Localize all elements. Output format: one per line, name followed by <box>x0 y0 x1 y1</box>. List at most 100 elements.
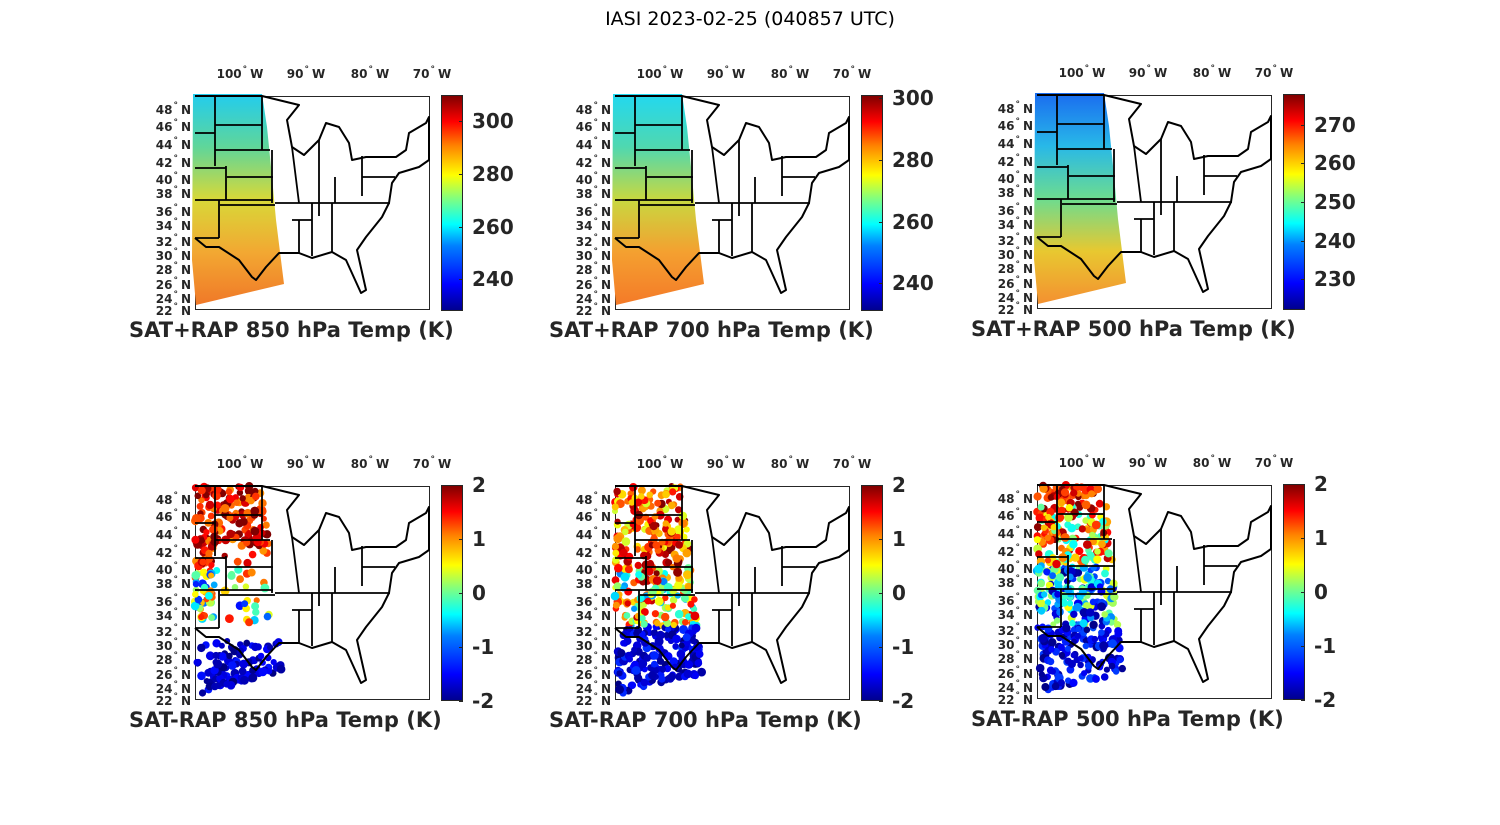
difference-point <box>197 486 206 495</box>
latitude-tick-label: 32° N <box>997 232 1033 248</box>
latitude-tick-label: 44° N <box>997 525 1033 541</box>
difference-point <box>210 581 218 589</box>
coastline-border <box>614 485 850 684</box>
difference-point <box>270 659 277 666</box>
difference-point <box>615 685 624 694</box>
difference-point <box>626 655 633 663</box>
latitude-tick-label: 46° N <box>997 507 1033 523</box>
difference-point <box>1081 500 1091 510</box>
difference-point <box>643 654 651 662</box>
colorbar-tick-label: -2 <box>1314 688 1337 712</box>
longitude-tick-label: 80° W <box>351 455 389 471</box>
difference-point <box>1083 626 1091 634</box>
difference-point <box>640 678 649 687</box>
difference-point <box>651 660 658 668</box>
colorbar-tick-label: 0 <box>472 581 486 605</box>
degree-symbol: ° <box>850 65 855 75</box>
difference-point <box>650 535 658 543</box>
latitude-axis: 48° N 46° N 44° N 42° N 40° N 38° N 36° N 34° N 32° N 30° N… <box>971 95 1033 317</box>
difference-point <box>667 672 676 682</box>
latitude-tick-label: 30° N <box>997 246 1033 262</box>
difference-point <box>659 666 667 673</box>
difference-point <box>203 529 210 536</box>
lon-value: 100 <box>636 67 662 81</box>
difference-point <box>1086 608 1095 617</box>
degree-symbol: ° <box>1146 64 1151 74</box>
difference-point <box>619 548 628 557</box>
latitude-tick-label: 28° N <box>575 651 611 667</box>
difference-point <box>207 512 215 520</box>
difference-point <box>646 491 654 499</box>
difference-point <box>1098 629 1105 636</box>
lon-hemisphere: W <box>1279 66 1294 80</box>
latitude-tick-label: 34° N <box>575 607 611 623</box>
difference-point <box>259 546 268 555</box>
longitude-tick-label: 100° W <box>637 65 684 81</box>
lon-value: 100 <box>216 457 242 471</box>
colorbar-tick-label: -1 <box>892 635 915 659</box>
difference-point <box>617 649 626 657</box>
lon-hemisphere: W <box>311 457 326 471</box>
difference-point <box>1070 489 1078 497</box>
latitude-tick-label: 38° N <box>155 575 191 591</box>
difference-point <box>1052 559 1061 569</box>
difference-point <box>225 614 234 623</box>
difference-point <box>620 572 630 582</box>
difference-point <box>692 643 701 652</box>
difference-point <box>1116 656 1124 664</box>
colorbar-tick-mark <box>459 539 463 540</box>
colorbar-tick-mark <box>459 593 463 594</box>
difference-point <box>664 604 672 611</box>
state-border <box>1133 535 1142 593</box>
difference-point <box>1038 633 1048 643</box>
colorbar-tick-label: 280 <box>472 162 514 187</box>
difference-point <box>1047 494 1055 501</box>
map-panel: 100° W 90° W 80° W 70° W 48° N 46° N 44° N 42° N 40° N 38°… <box>129 455 549 760</box>
colorbar-tick-mark <box>1301 646 1305 647</box>
latitude-tick-label: 32° N <box>997 622 1033 638</box>
state-border <box>711 146 720 204</box>
colorbar-tick-mark <box>879 283 883 285</box>
lon-hemisphere: W <box>250 457 264 471</box>
difference-point <box>678 642 685 649</box>
difference-point <box>212 639 221 648</box>
latitude-tick-label: 24° N <box>155 290 191 306</box>
latitude-tick-label: 48° N <box>575 101 611 117</box>
latitude-tick-label: 24° N <box>575 680 611 696</box>
difference-point <box>204 668 213 677</box>
state-border <box>711 536 720 594</box>
difference-point <box>263 612 272 621</box>
difference-point <box>654 637 664 646</box>
difference-point <box>199 558 207 566</box>
difference-point <box>674 581 683 590</box>
lon-value: 90 <box>1128 66 1146 80</box>
difference-point <box>675 672 684 681</box>
latitude-tick-label: 32° N <box>155 623 191 639</box>
panel-title: SAT+RAP 850 hPa Temp (K) <box>129 318 454 342</box>
difference-point <box>247 568 256 577</box>
difference-point <box>614 563 623 573</box>
difference-point <box>1045 581 1054 589</box>
longitude-tick-label: 90° W <box>1129 454 1167 470</box>
colorbar-tick-mark <box>879 701 883 702</box>
map-axes <box>190 482 430 700</box>
difference-point <box>1057 506 1066 515</box>
difference-point <box>694 659 703 667</box>
difference-point <box>205 549 213 558</box>
difference-point <box>687 600 695 608</box>
difference-point <box>660 577 668 586</box>
lon-value: 80 <box>350 67 368 81</box>
difference-point <box>205 500 215 510</box>
difference-point <box>1034 564 1044 574</box>
difference-point <box>194 492 202 500</box>
difference-point <box>1037 503 1045 511</box>
panel-title: SAT-RAP 500 hPa Temp (K) <box>971 707 1284 731</box>
difference-point <box>661 612 670 622</box>
latitude-tick-label: 38° N <box>575 575 611 591</box>
colorbar-tick-mark <box>459 121 463 123</box>
difference-point <box>236 483 245 492</box>
colorbar-tick-label: 1 <box>472 527 486 551</box>
lon-value: 70 <box>1254 456 1272 470</box>
difference-point <box>205 554 214 563</box>
difference-point <box>616 670 623 677</box>
